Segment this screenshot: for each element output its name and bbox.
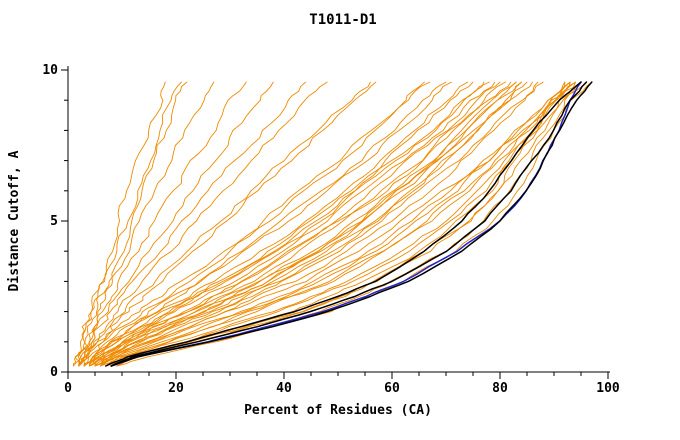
series-orange xyxy=(72,81,593,367)
svg-text:40: 40 xyxy=(276,381,292,396)
x-axis-label: Percent of Residues (CA) xyxy=(244,403,432,418)
svg-text:60: 60 xyxy=(384,381,400,396)
ticks: 0 20 40 60 80 100 0 5 10 xyxy=(42,63,620,396)
chart-title: T1011-D1 xyxy=(309,12,376,28)
svg-text:100: 100 xyxy=(596,381,620,396)
svg-text:10: 10 xyxy=(42,63,58,78)
axes xyxy=(67,66,610,373)
svg-text:5: 5 xyxy=(50,214,58,229)
svg-text:20: 20 xyxy=(168,381,184,396)
svg-text:0: 0 xyxy=(50,365,58,380)
series-blue xyxy=(110,81,582,367)
series-black xyxy=(105,81,593,367)
y-axis-label: Distance Cutoff, A xyxy=(7,150,22,291)
svg-text:80: 80 xyxy=(492,381,508,396)
svg-text:0: 0 xyxy=(64,381,72,396)
